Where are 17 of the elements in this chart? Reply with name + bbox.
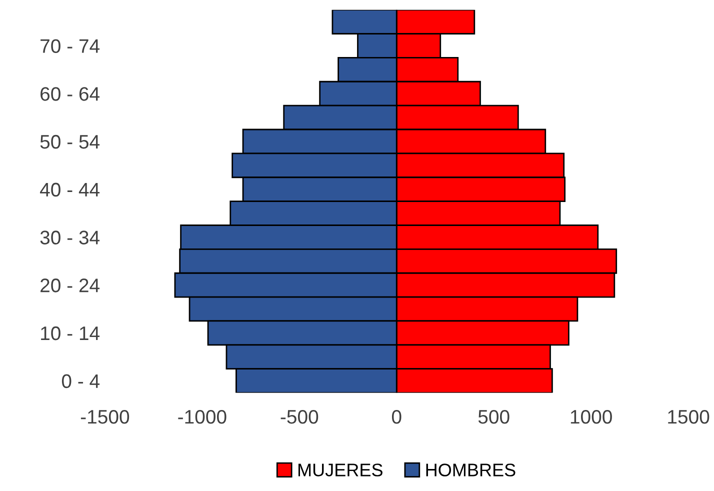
y-tick-label: 0 - 4 [62, 374, 100, 388]
x-tick-label: -1000 [178, 410, 226, 424]
y-tick-label: 30 - 34 [40, 230, 100, 244]
y-tick-label: 40 - 44 [40, 182, 100, 197]
legend-label: MUJERES [298, 464, 382, 476]
y-tick-label: 10 - 14 [41, 326, 100, 340]
x-tick-label: 500 [478, 410, 510, 424]
x-tick-label: 1000 [570, 410, 612, 424]
x-tick-label: 1500 [668, 410, 710, 424]
y-tick-label: 70 - 74 [40, 39, 100, 53]
x-tick-label: 0 [392, 410, 402, 424]
y-tick-label: 60 - 64 [40, 87, 100, 101]
y-tick-label: 20 - 24 [40, 278, 100, 292]
y-tick-label: 50 - 54 [40, 134, 100, 149]
x-tick-label: -1500 [80, 410, 130, 424]
x-tick-label: -500 [280, 410, 318, 424]
legend-label: HOMBRES [426, 464, 516, 476]
